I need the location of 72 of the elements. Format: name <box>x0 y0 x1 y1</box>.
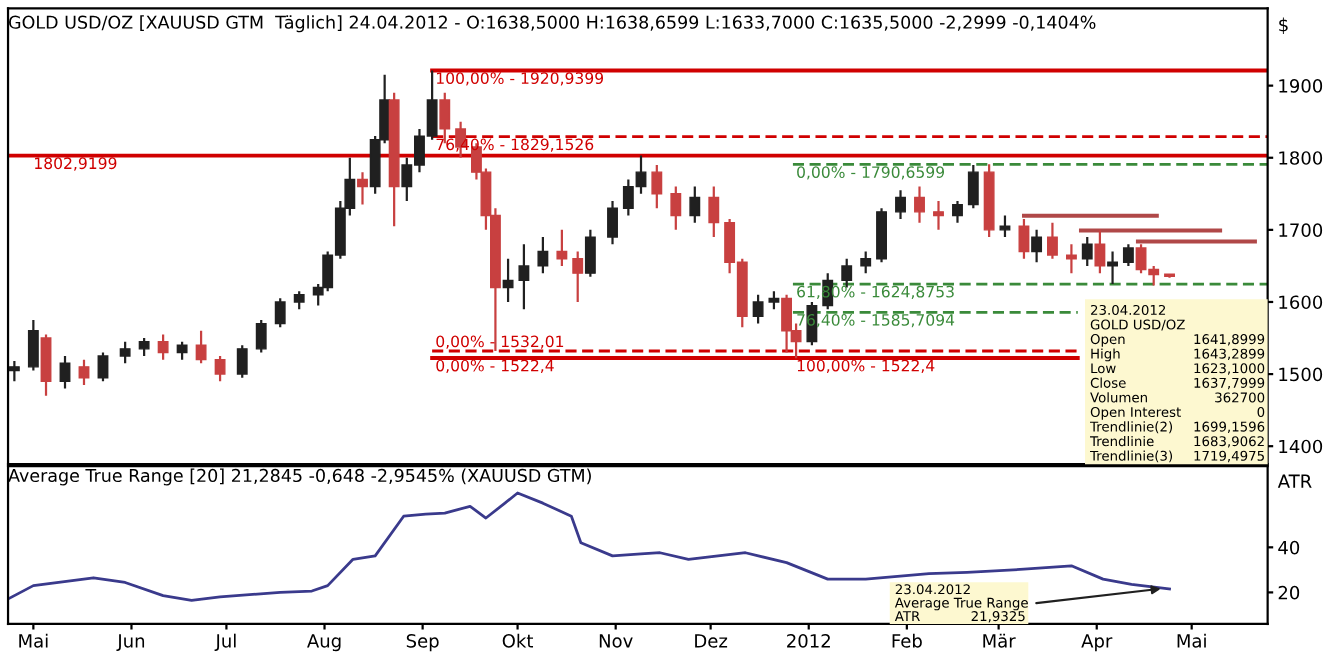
candlestick <box>157 333 169 361</box>
candlestick <box>274 297 286 329</box>
candlestick <box>214 354 226 383</box>
y-tick-label: 1400 <box>1279 439 1323 454</box>
candlestick <box>1081 235 1093 268</box>
y-axis-title: ATR <box>1277 474 1312 488</box>
y-tick-label: 40 <box>1278 540 1300 555</box>
candlestick <box>895 189 906 221</box>
candlestick <box>876 207 887 264</box>
y-tick-label: 1600 <box>1279 295 1323 310</box>
chart-title: GOLD USD/OZ [XAUUSD GTM Täglich] 24.04.2012 - O:1638,5000 H:1638,6599 L:1633,7000 C:1635,5000 -2,2999 -0,1404% <box>9 15 1096 33</box>
candlestick <box>768 290 780 311</box>
x-tick-label: Mai <box>1177 633 1206 648</box>
x-tick-label: 2012 <box>787 634 830 648</box>
candlestick <box>584 228 596 278</box>
candlestick <box>1018 217 1030 260</box>
candlestick <box>607 199 618 246</box>
x-tick-label: Mär <box>983 633 1016 648</box>
y-tick-label: 1800 <box>1279 151 1323 165</box>
candlestick <box>236 344 248 379</box>
candlestick <box>293 290 305 311</box>
y-tick-label: 20 <box>1278 585 1300 600</box>
y-axis-title: $ <box>1279 17 1288 34</box>
y-tick-label: 1700 <box>1279 223 1323 237</box>
candlestick <box>572 250 584 304</box>
y-tick-label: 1900 <box>1279 79 1323 93</box>
candlestick <box>27 318 39 372</box>
x-tick-label: Dez <box>695 634 728 648</box>
candlestick <box>8 359 20 383</box>
candlestick <box>97 351 109 383</box>
candlestick <box>914 185 925 224</box>
chart-title: Average True Range [20] 21,2845 -0,648 -2,9545% (XAUUSD GTM) <box>8 468 591 486</box>
candlestick <box>119 340 131 365</box>
candlestick <box>176 340 188 361</box>
x-tick-label: Jul <box>214 633 236 652</box>
candlestick <box>1031 228 1043 264</box>
candlestick <box>518 243 530 311</box>
x-tick-label: Aug <box>307 634 341 652</box>
candlestick <box>40 333 52 397</box>
x-tick-label: Jun <box>116 634 145 652</box>
candlestick <box>1122 243 1134 268</box>
candlestick <box>1107 250 1119 286</box>
x-tick-label: Sep <box>406 634 439 652</box>
candlestick <box>1094 228 1106 275</box>
y-tick-label: 1500 <box>1279 367 1323 382</box>
candlestick <box>502 257 514 304</box>
x-tick-label: Feb <box>892 633 922 648</box>
candlestick <box>752 293 764 325</box>
candlestick <box>952 199 963 224</box>
candlestick <box>78 358 90 387</box>
candlestick <box>860 250 872 275</box>
candlestick <box>537 235 549 275</box>
candlestick <box>689 185 701 224</box>
candlestick <box>1065 243 1077 275</box>
candlestick <box>59 354 71 390</box>
candlestick <box>708 185 720 239</box>
candlestick <box>999 214 1011 239</box>
candlestick <box>357 171 368 206</box>
candlestick <box>1046 221 1058 260</box>
candlestick <box>670 185 682 231</box>
candlestick <box>556 228 568 268</box>
x-tick-label: Nov <box>599 634 633 648</box>
x-tick-label: Mai <box>19 633 48 648</box>
candlestick <box>841 257 853 289</box>
candlestick <box>933 199 944 231</box>
candlestick <box>651 163 663 210</box>
candlestick <box>195 329 207 365</box>
candlestick <box>138 336 150 358</box>
candlestick <box>967 163 979 210</box>
candlestick <box>255 318 267 354</box>
x-tick-label: Apr <box>1081 634 1113 652</box>
x-tick-label: Okt <box>502 633 534 648</box>
